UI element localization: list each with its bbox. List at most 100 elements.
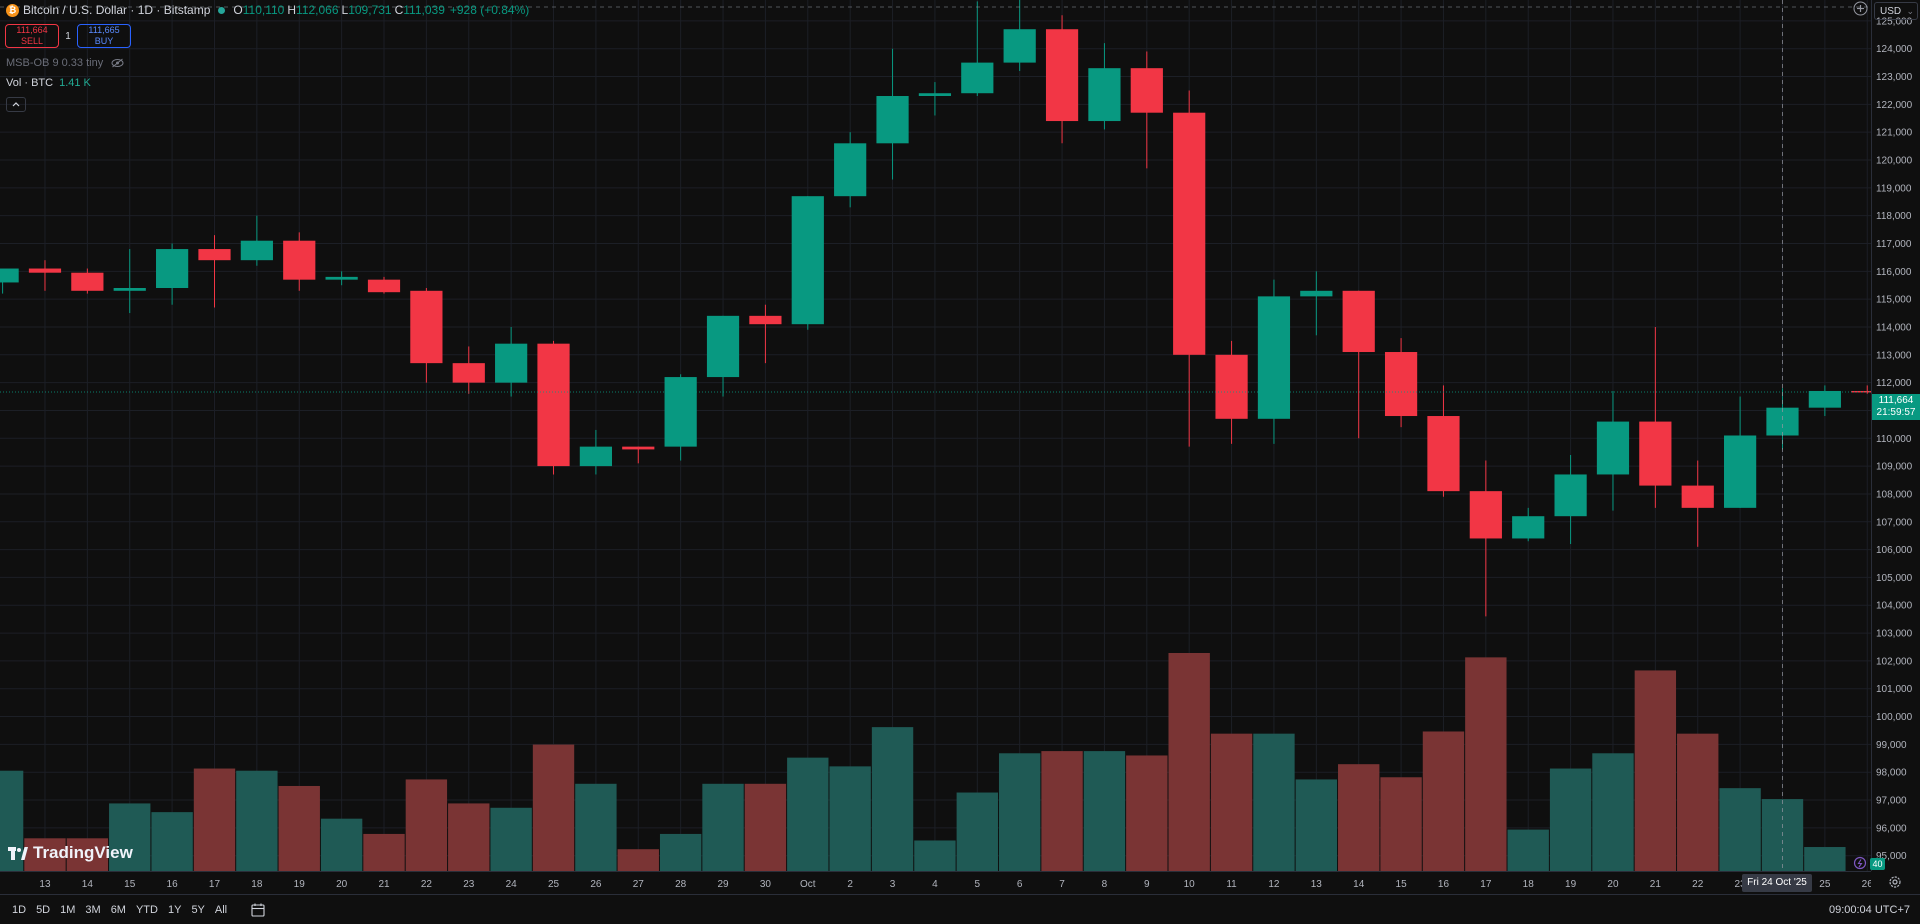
time-tick-label: 3 bbox=[890, 879, 896, 890]
time-tick-label: 19 bbox=[1565, 879, 1577, 890]
volume-legend[interactable]: Vol · BTC 1.41 K bbox=[6, 77, 91, 89]
volume-bar bbox=[193, 768, 236, 871]
candle-body bbox=[876, 96, 909, 144]
hidden-eye-icon[interactable] bbox=[111, 58, 124, 68]
spread-value: 1 bbox=[65, 30, 71, 42]
volume-bar bbox=[1126, 755, 1168, 871]
time-tick-label: 29 bbox=[717, 879, 729, 890]
candle-body bbox=[113, 288, 146, 291]
time-tick-label: 14 bbox=[1353, 879, 1365, 890]
range-5d-button[interactable]: 5D bbox=[36, 903, 51, 916]
time-tick-label: 27 bbox=[633, 879, 645, 890]
close-label: C bbox=[394, 3, 404, 17]
candle-body bbox=[240, 240, 273, 261]
range-1y-button[interactable]: 1Y bbox=[167, 903, 182, 916]
candle-body bbox=[1173, 112, 1206, 355]
price-tick-label: 98,000 bbox=[1876, 768, 1907, 779]
open-label: O bbox=[233, 3, 243, 17]
candle-body bbox=[1300, 290, 1333, 297]
range-all-button[interactable]: All bbox=[214, 903, 228, 916]
volume-bar bbox=[109, 803, 151, 871]
volume-bar bbox=[490, 807, 532, 871]
range-1d-button[interactable]: 1D bbox=[12, 903, 27, 916]
time-axis-labels: 13 14 15 16 17 18 19 20 21 22 23 24 25 26 27 28 29 30 Oct 2… bbox=[39, 879, 1871, 890]
candle-body bbox=[1427, 416, 1460, 492]
price-tick-label: 102,000 bbox=[1876, 656, 1913, 667]
flash-icon bbox=[1853, 856, 1867, 870]
indicator-legend[interactable]: MSB-OB 9 0.33 tiny bbox=[6, 57, 124, 69]
crosshair-date-label: Fri 24 Oct '25 bbox=[1742, 874, 1812, 892]
candle-body bbox=[1257, 296, 1291, 419]
symbol-legend[interactable]: ₿ Bitcoin / U.S. Dollar · 1D · Bitstamp … bbox=[6, 3, 529, 17]
price-axis[interactable]: 95,000 96,000 97,000 98,000 99,000 100,000 101… bbox=[1871, 0, 1920, 871]
price-tick-label: 107,000 bbox=[1876, 517, 1913, 528]
time-tick-label: 15 bbox=[1396, 879, 1408, 890]
volume-bar bbox=[1041, 751, 1083, 871]
price-tick-label: 124,000 bbox=[1876, 44, 1913, 55]
candle-body bbox=[834, 143, 867, 197]
volume-bar bbox=[1168, 653, 1210, 871]
candle-body bbox=[664, 377, 697, 447]
range-3m-button[interactable]: 3M bbox=[85, 903, 101, 916]
candle-body bbox=[1130, 68, 1163, 113]
price-tick-label: 125,000 bbox=[1876, 16, 1913, 27]
price-tick-label: 103,000 bbox=[1876, 629, 1913, 640]
range-1m-button[interactable]: 1M bbox=[60, 903, 76, 916]
candle-body bbox=[1384, 352, 1418, 417]
range-ytd-button[interactable]: YTD bbox=[135, 903, 158, 916]
range-5y-button[interactable]: 5Y bbox=[191, 903, 205, 916]
volume-bar bbox=[1592, 753, 1634, 871]
timezone-clock[interactable]: 09:00:04 UTC+7 bbox=[1828, 904, 1910, 916]
volume-bar bbox=[1719, 788, 1761, 871]
volume-bar bbox=[575, 783, 617, 871]
time-axis[interactable]: 13 14 15 16 17 18 19 20 21 22 23 24 25 26 27 28 29 30 Oct 2… bbox=[0, 871, 1871, 894]
candlestick-chart[interactable] bbox=[0, 0, 1884, 871]
calendar-icon[interactable] bbox=[250, 902, 266, 918]
collapse-legend-button[interactable] bbox=[6, 97, 26, 112]
alert-badge[interactable] bbox=[1851, 856, 1871, 872]
time-tick-label: 18 bbox=[1523, 879, 1535, 890]
volume-bar bbox=[0, 770, 24, 871]
volume-bar bbox=[1804, 847, 1846, 871]
time-tick-label: Oct bbox=[800, 879, 816, 890]
brand-name: TradingView bbox=[33, 843, 133, 862]
tradingview-logo[interactable]: TradingView bbox=[8, 843, 133, 863]
candle-body bbox=[1342, 290, 1375, 353]
range-6m-button[interactable]: 6M bbox=[110, 903, 126, 916]
trade-panel: 111,664 SELL 1 111,665 BUY bbox=[5, 24, 131, 48]
candle-body bbox=[495, 343, 528, 383]
candle-body bbox=[28, 268, 62, 273]
sell-button[interactable]: 111,664 SELL bbox=[5, 24, 59, 48]
buy-button[interactable]: 111,665 BUY bbox=[77, 24, 131, 48]
low-label: L bbox=[341, 3, 349, 17]
volume-bar bbox=[236, 770, 278, 871]
indicator-label[interactable]: MSB-OB 9 0.33 tiny bbox=[6, 57, 104, 69]
time-tick-label: 9 bbox=[1144, 879, 1150, 890]
symbol-title[interactable]: Bitcoin / U.S. Dollar · 1D · Bitstamp bbox=[23, 3, 211, 17]
time-tick-label: 17 bbox=[1480, 879, 1492, 890]
candle-body bbox=[1045, 29, 1079, 122]
price-tick-label: 112,000 bbox=[1876, 378, 1912, 389]
time-tick-label: 26 bbox=[1862, 879, 1871, 890]
time-tick-label: 17 bbox=[209, 879, 221, 890]
market-status-icon bbox=[218, 6, 226, 14]
volume-bar bbox=[1210, 733, 1253, 871]
time-tick-label: 14 bbox=[82, 879, 94, 890]
time-tick-label: 5 bbox=[975, 879, 981, 890]
time-tick-label: 26 bbox=[590, 879, 602, 890]
add-plus-icon[interactable] bbox=[1853, 1, 1868, 16]
price-tick-label: 117,000 bbox=[1876, 239, 1912, 250]
gear-icon[interactable] bbox=[1888, 875, 1902, 889]
price-tick-label: 95,000 bbox=[1876, 851, 1907, 862]
price-tick-label: 104,000 bbox=[1876, 601, 1913, 612]
price-tick-label: 99,000 bbox=[1876, 740, 1907, 751]
price-tick-label: 108,000 bbox=[1876, 489, 1913, 500]
time-tick-label: 21 bbox=[378, 879, 390, 890]
candle-body bbox=[749, 315, 782, 325]
candle-body bbox=[1554, 474, 1587, 517]
volume-bar bbox=[1083, 751, 1126, 871]
price-axis-labels: 95,000 96,000 97,000 98,000 99,000 100,000 101… bbox=[1876, 16, 1913, 862]
chart-plot-area[interactable] bbox=[0, 0, 1884, 871]
currency-select[interactable]: USD ⌄ bbox=[1874, 2, 1918, 20]
time-tick-label: 24 bbox=[506, 879, 518, 890]
